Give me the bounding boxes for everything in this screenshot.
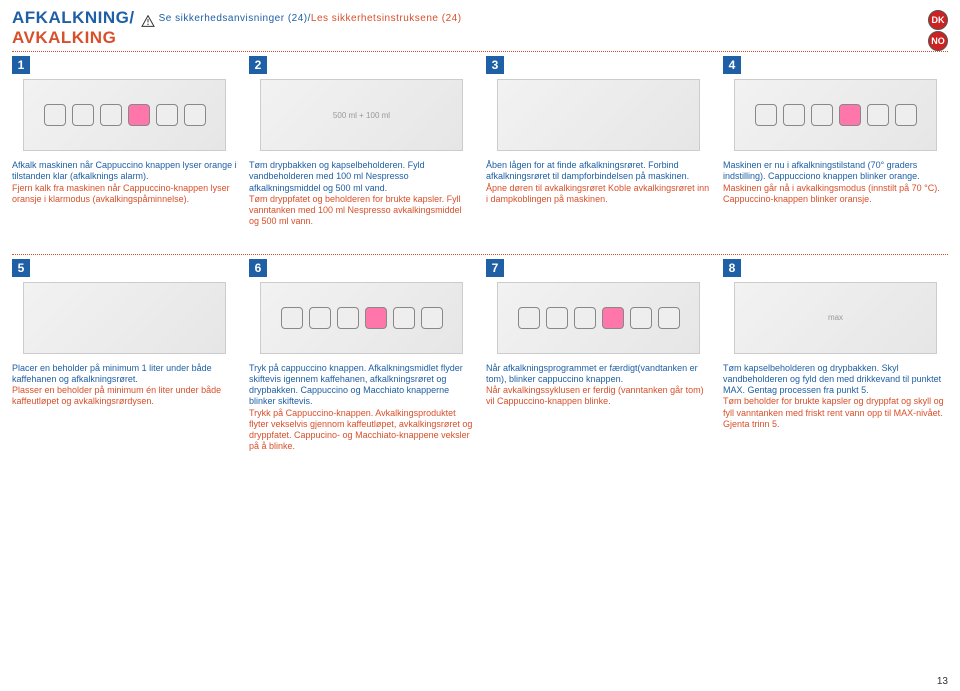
text-dk: Maskinen er nu i afkalkningstilstand (70… bbox=[723, 160, 948, 183]
step-number: 2 bbox=[249, 56, 267, 74]
subtitle-dk: Se sikkerhedsanvisninger (24)/ bbox=[159, 13, 311, 24]
step-6: 6 Tryk på cappuccino knappen. Afkalkning… bbox=[249, 259, 474, 453]
text-no: Åpne døren til avkalkingsrøret Koble avk… bbox=[486, 183, 711, 206]
text-dk: Tøm kapselbeholderen og drypbakken. Skyl… bbox=[723, 363, 948, 397]
step-text: Placer en beholder på minimum 1 liter un… bbox=[12, 363, 237, 408]
step-8: 8 max Tøm kapselbeholderen og drypbakken… bbox=[723, 259, 948, 453]
page-header: AFKALKNING/ Se sikkerhedsanvisninger (24… bbox=[0, 0, 960, 51]
step-illustration bbox=[12, 279, 237, 357]
step-illustration bbox=[723, 76, 948, 154]
step-number: 8 bbox=[723, 259, 741, 277]
step-number: 5 bbox=[12, 259, 30, 277]
title-dk: AFKALKNING/ bbox=[12, 8, 135, 28]
step-text: Når afkalkningsprogrammet er færdigt(van… bbox=[486, 363, 711, 408]
steps-row-2: 5 Placer en beholder på minimum 1 liter … bbox=[0, 257, 960, 453]
text-no: Når avkalkingssyklusen er ferdig (vannta… bbox=[486, 385, 711, 408]
step-illustration: 500 ml + 100 ml bbox=[249, 76, 474, 154]
step-text: Tøm drypbakken og kapselbeholderen. Fyld… bbox=[249, 160, 474, 228]
step-illustration bbox=[486, 279, 711, 357]
step-text: Afkalk maskinen når Cappuccino knappen l… bbox=[12, 160, 237, 205]
step-text: Åben lågen for at finde afkalkningsrøret… bbox=[486, 160, 711, 205]
language-badges: DK NO bbox=[928, 8, 948, 51]
step-illustration bbox=[249, 279, 474, 357]
step-text: Maskinen er nu i afkalkningstilstand (70… bbox=[723, 160, 948, 205]
step-text: Tryk på cappuccino knappen. Afkalkningsm… bbox=[249, 363, 474, 453]
text-no: Tøm beholder for brukte kapsler og drypp… bbox=[723, 396, 948, 430]
divider-mid bbox=[12, 254, 948, 255]
step-4: 4 Maskinen er nu i afkalkningstilstand (… bbox=[723, 56, 948, 228]
step-number: 1 bbox=[12, 56, 30, 74]
steps-row-1: 1 Afkalk maskinen når Cappuccino knappen… bbox=[0, 54, 960, 228]
step-illustration: max bbox=[723, 279, 948, 357]
page-number: 13 bbox=[937, 676, 948, 687]
step-number: 6 bbox=[249, 259, 267, 277]
divider-top bbox=[12, 51, 948, 52]
step-number: 4 bbox=[723, 56, 741, 74]
text-no: Maskinen går nå i avkalkingsmodus (innst… bbox=[723, 183, 948, 206]
badge-no: NO bbox=[928, 31, 948, 51]
text-dk: Tryk på cappuccino knappen. Afkalkningsm… bbox=[249, 363, 474, 408]
title-block: AFKALKNING/ Se sikkerhedsanvisninger (24… bbox=[12, 8, 462, 48]
text-dk: Placer en beholder på minimum 1 liter un… bbox=[12, 363, 237, 386]
title-line: AFKALKNING/ Se sikkerhedsanvisninger (24… bbox=[12, 8, 462, 28]
warning-icon bbox=[141, 12, 155, 24]
text-dk: Når afkalkningsprogrammet er færdigt(van… bbox=[486, 363, 711, 386]
text-no: Fjern kalk fra maskinen når Cappuccino-k… bbox=[12, 183, 237, 206]
step-7: 7 Når afkalkningsprogrammet er færdigt(v… bbox=[486, 259, 711, 453]
step-3: 3 Åben lågen for at finde afkalkningsrør… bbox=[486, 56, 711, 228]
text-dk: Afkalk maskinen når Cappuccino knappen l… bbox=[12, 160, 237, 183]
badge-dk: DK bbox=[928, 10, 948, 30]
text-no: Trykk på Cappuccino-knappen. Avkalkingsp… bbox=[249, 408, 474, 453]
step-number: 3 bbox=[486, 56, 504, 74]
subtitle: Se sikkerhedsanvisninger (24)/Les sikker… bbox=[159, 13, 462, 24]
text-no: Tøm dryppfatet og beholderen for brukte … bbox=[249, 194, 474, 228]
title-no: AVKALKING bbox=[12, 28, 462, 48]
step-5: 5 Placer en beholder på minimum 1 liter … bbox=[12, 259, 237, 453]
step-illustration bbox=[12, 76, 237, 154]
step-text: Tøm kapselbeholderen og drypbakken. Skyl… bbox=[723, 363, 948, 431]
text-no: Plasser en beholder på minimum én liter … bbox=[12, 385, 237, 408]
subtitle-no: Les sikkerhetsinstruksene (24) bbox=[311, 13, 462, 24]
text-dk: Åben lågen for at finde afkalkningsrøret… bbox=[486, 160, 711, 183]
step-number: 7 bbox=[486, 259, 504, 277]
step-illustration bbox=[486, 76, 711, 154]
text-dk: Tøm drypbakken og kapselbeholderen. Fyld… bbox=[249, 160, 474, 194]
step-2: 2 500 ml + 100 ml Tøm drypbakken og kaps… bbox=[249, 56, 474, 228]
step-1: 1 Afkalk maskinen når Cappuccino knappen… bbox=[12, 56, 237, 228]
